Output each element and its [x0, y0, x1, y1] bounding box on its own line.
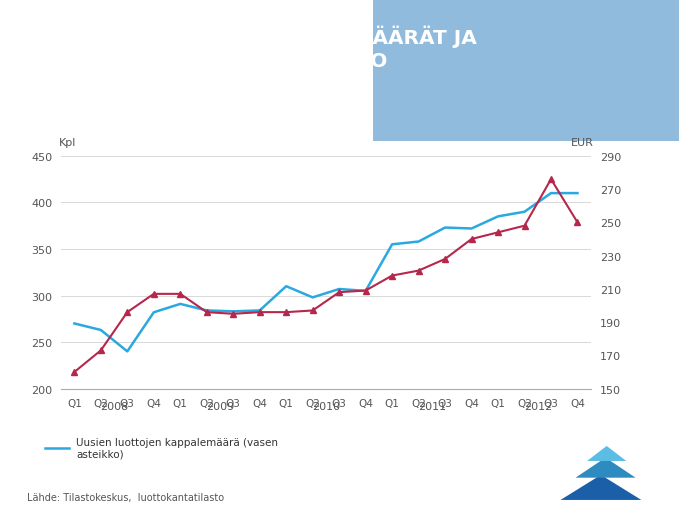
- Text: Lähde: Tilastokeskus,  luottokantatilasto: Lähde: Tilastokeskus, luottokantatilasto: [27, 492, 224, 502]
- FancyBboxPatch shape: [373, 0, 679, 141]
- Text: 2008: 2008: [100, 401, 128, 412]
- Polygon shape: [561, 475, 642, 500]
- Text: EUR: EUR: [570, 137, 593, 147]
- Text: 2009: 2009: [206, 401, 234, 412]
- Text: Kpl: Kpl: [58, 137, 76, 147]
- Polygon shape: [576, 458, 636, 478]
- Text: Uusien luottojen kappalemäärä (vasen
asteikko): Uusien luottojen kappalemäärä (vasen ast…: [76, 437, 278, 459]
- Text: 2012: 2012: [524, 401, 552, 412]
- Text: 2010: 2010: [312, 401, 340, 412]
- Text: 2011: 2011: [418, 401, 446, 412]
- Text: UUSIEN PIKALUOTTOJEN KPL MÄÄRÄT JA
KESKIMÄÄRÄINEN LAINAN KOKO: UUSIEN PIKALUOTTOJEN KPL MÄÄRÄT JA KESKI…: [20, 25, 477, 71]
- Polygon shape: [587, 446, 626, 461]
